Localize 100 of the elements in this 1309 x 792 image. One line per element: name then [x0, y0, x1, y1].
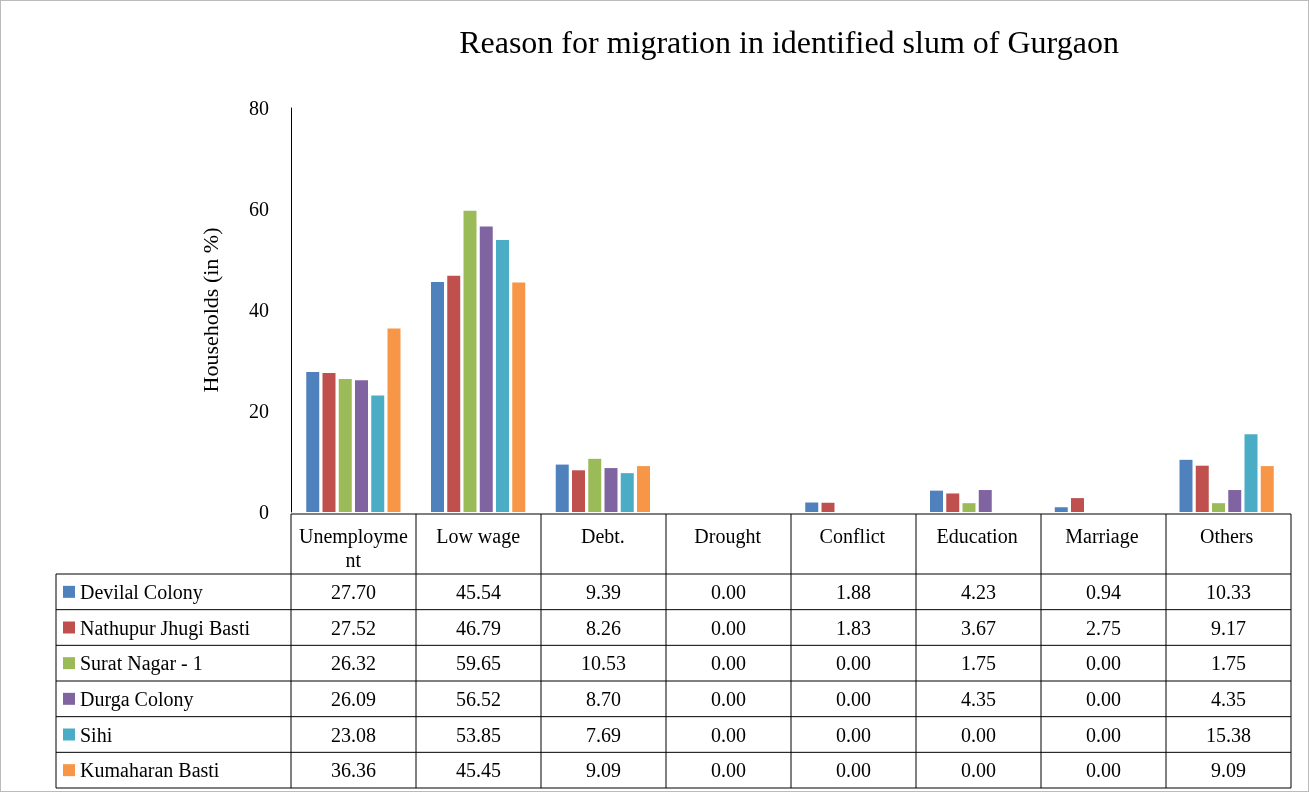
data-label: 4.23 — [961, 580, 996, 603]
bar — [978, 490, 992, 512]
data-label: 7.69 — [586, 723, 621, 746]
x-tick-label: Marriage — [1065, 525, 1139, 548]
data-label: 56.52 — [456, 687, 501, 710]
bar — [512, 282, 526, 512]
bar — [463, 210, 477, 512]
bar — [962, 503, 976, 512]
x-tick-label: Unemployment — [298, 525, 408, 571]
data-label: 9.39 — [586, 580, 621, 603]
y-tick-label: 0 — [259, 501, 269, 523]
data-label: 0.00 — [961, 759, 996, 782]
bar — [431, 282, 444, 512]
data-label: 4.35 — [1211, 687, 1246, 710]
bar — [1244, 434, 1258, 512]
data-label: 15.38 — [1206, 723, 1251, 746]
data-label: 0.94 — [1086, 580, 1121, 603]
data-label: 45.54 — [456, 580, 501, 603]
data-label: 10.53 — [581, 652, 626, 675]
bar — [355, 380, 368, 512]
data-label: 27.52 — [331, 616, 376, 639]
data-label: 9.09 — [1211, 759, 1246, 782]
data-label: 10.33 — [1206, 580, 1251, 603]
chart-title: Reason for migration in identified slum of Gurgaon — [459, 24, 1119, 60]
data-label: 0.00 — [1086, 652, 1121, 675]
x-tick-label: Conflict — [819, 525, 886, 547]
bar — [1212, 503, 1225, 512]
legend-label: Surat Nagar - 1 — [80, 652, 203, 676]
bar — [306, 372, 320, 512]
bar — [447, 275, 461, 512]
data-label: 0.00 — [1086, 687, 1121, 710]
legend-label: Durga Colony — [80, 687, 194, 711]
data-label: 1.75 — [961, 652, 996, 675]
bar — [371, 395, 385, 512]
data-label: 8.26 — [586, 616, 621, 639]
bar — [555, 464, 569, 512]
data-label: 8.70 — [586, 687, 621, 710]
data-label: 53.85 — [456, 723, 501, 746]
bar — [946, 493, 960, 512]
bar — [1195, 465, 1209, 512]
bar — [805, 502, 819, 512]
data-label: 45.45 — [456, 759, 501, 782]
bar — [338, 379, 352, 512]
data-label: 46.79 — [456, 616, 501, 639]
data-label: 2.75 — [1086, 616, 1121, 639]
data-label: 0.00 — [1086, 723, 1121, 746]
data-label: 0.00 — [711, 580, 746, 603]
data-label: 1.88 — [836, 580, 871, 603]
bar — [1054, 507, 1068, 512]
data-label: 9.17 — [1211, 616, 1246, 639]
data-label: 26.32 — [331, 652, 376, 675]
data-label: 0.00 — [961, 723, 996, 746]
bar — [620, 473, 634, 512]
y-tick-label: 80 — [249, 97, 269, 119]
data-label: 9.09 — [586, 759, 621, 782]
data-label: 4.35 — [961, 687, 996, 710]
bar — [1228, 490, 1242, 512]
data-label: 0.00 — [836, 759, 871, 782]
legend-label: Sihi — [80, 723, 113, 746]
data-label: 1.75 — [1211, 652, 1246, 675]
x-tick-label: Others — [1199, 525, 1254, 547]
x-tick-label: Drought — [694, 525, 762, 548]
data-label: 0.00 — [711, 652, 746, 675]
data-label: 0.00 — [711, 759, 746, 782]
bar — [1260, 466, 1274, 512]
data-label: 3.67 — [961, 616, 996, 639]
data-label: 0.00 — [711, 616, 746, 639]
data-label: 59.65 — [456, 652, 501, 675]
bar — [1179, 459, 1193, 512]
data-label: 27.70 — [331, 580, 376, 603]
y-tick-label: 20 — [249, 400, 269, 422]
x-tick-label: Low wage — [436, 525, 521, 548]
legend-label: Kumaharan Basti — [80, 759, 220, 782]
bar — [496, 240, 509, 512]
data-label: 0.00 — [836, 687, 871, 710]
bar — [637, 466, 650, 512]
legend-label: Nathupur Jhugi Basti — [80, 616, 251, 640]
data-label: 0.00 — [1086, 759, 1121, 782]
bar — [572, 470, 585, 512]
data-label: 23.08 — [331, 723, 376, 746]
bar — [387, 328, 401, 512]
data-label: 0.00 — [836, 723, 871, 746]
y-tick-label: 40 — [249, 299, 269, 321]
bar — [604, 468, 618, 512]
x-tick-label: Debt. — [580, 525, 625, 547]
bar — [1071, 498, 1084, 512]
data-label: 0.00 — [711, 723, 746, 746]
bar — [322, 373, 336, 512]
y-tick-label: 60 — [249, 198, 269, 220]
y-axis-title: Households (in %) — [197, 227, 223, 393]
data-label: 26.09 — [331, 687, 376, 710]
bar — [821, 502, 835, 512]
data-label: 36.36 — [331, 759, 376, 782]
data-label: 0.00 — [836, 652, 871, 675]
data-label: 0.00 — [711, 687, 746, 710]
data-label: 1.83 — [836, 616, 871, 639]
bar — [479, 226, 493, 512]
legend-label: Devilal Colony — [80, 580, 203, 604]
bar — [930, 490, 943, 512]
x-tick-label: Education — [936, 525, 1018, 547]
